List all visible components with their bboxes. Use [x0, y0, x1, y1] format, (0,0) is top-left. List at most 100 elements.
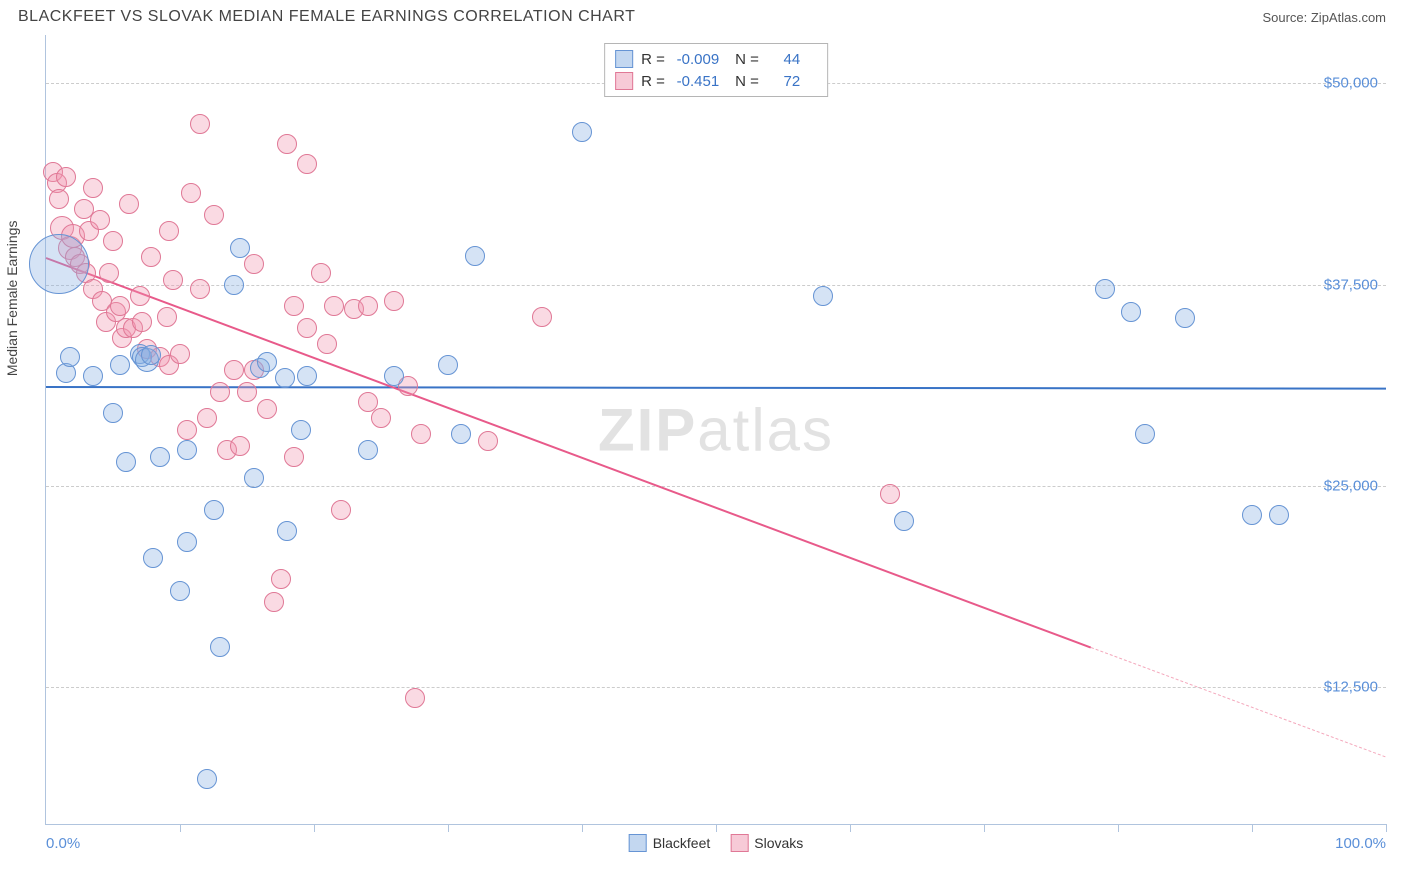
scatter-chart: ZIPatlas R = -0.009 N = 44 R = -0.451 N … — [45, 35, 1386, 825]
swatch-blue-icon — [629, 834, 647, 852]
data-point — [1269, 505, 1289, 525]
data-point — [190, 114, 210, 134]
data-point — [204, 205, 224, 225]
legend-item-slovaks: Slovaks — [730, 834, 803, 852]
data-point — [465, 246, 485, 266]
data-point — [275, 368, 295, 388]
data-point — [210, 637, 230, 657]
data-point — [83, 178, 103, 198]
data-point — [1135, 424, 1155, 444]
y-tick-label: $37,500 — [1324, 276, 1378, 293]
data-point — [83, 366, 103, 386]
x-tick — [716, 824, 717, 832]
data-point — [224, 275, 244, 295]
data-point — [103, 403, 123, 423]
data-point — [157, 307, 177, 327]
data-point — [1242, 505, 1262, 525]
data-point — [257, 352, 277, 372]
data-point — [143, 548, 163, 568]
data-point — [384, 366, 404, 386]
data-point — [405, 688, 425, 708]
data-point — [170, 581, 190, 601]
data-point — [1175, 308, 1195, 328]
x-tick — [582, 824, 583, 832]
data-point — [291, 420, 311, 440]
data-point — [317, 334, 337, 354]
data-point — [141, 345, 161, 365]
data-point — [297, 318, 317, 338]
data-point — [1095, 279, 1115, 299]
data-point — [132, 312, 152, 332]
data-point — [210, 382, 230, 402]
data-point — [190, 279, 210, 299]
data-point — [880, 484, 900, 504]
data-point — [197, 408, 217, 428]
data-point — [197, 769, 217, 789]
data-point — [311, 263, 331, 283]
data-point — [894, 511, 914, 531]
data-point — [572, 122, 592, 142]
data-point — [244, 468, 264, 488]
swatch-pink-icon — [730, 834, 748, 852]
data-point — [119, 194, 139, 214]
data-point — [438, 355, 458, 375]
y-axis-label: Median Female Earnings — [4, 221, 20, 377]
data-point — [150, 447, 170, 467]
data-point — [297, 366, 317, 386]
legend-item-blackfeet: Blackfeet — [629, 834, 711, 852]
stats-row-slovaks: R = -0.451 N = 72 — [615, 70, 817, 92]
data-point — [224, 360, 244, 380]
data-point — [1121, 302, 1141, 322]
x-tick — [1252, 824, 1253, 832]
data-point — [110, 355, 130, 375]
data-point — [384, 291, 404, 311]
data-point — [411, 424, 431, 444]
series-legend: Blackfeet Slovaks — [629, 834, 804, 852]
stats-row-blackfeet: R = -0.009 N = 44 — [615, 48, 817, 70]
data-point — [141, 247, 161, 267]
y-tick-label: $25,000 — [1324, 477, 1378, 494]
swatch-pink-icon — [615, 72, 633, 90]
regression-line — [46, 257, 1092, 649]
data-point — [90, 210, 110, 230]
stats-legend-box: R = -0.009 N = 44 R = -0.451 N = 72 — [604, 43, 828, 97]
x-tick — [180, 824, 181, 832]
swatch-blue-icon — [615, 50, 633, 68]
data-point — [116, 452, 136, 472]
data-point — [60, 347, 80, 367]
data-point — [371, 408, 391, 428]
x-axis-max-label: 100.0% — [1335, 835, 1386, 852]
data-point — [99, 263, 119, 283]
data-point — [49, 189, 69, 209]
data-point — [331, 500, 351, 520]
x-tick — [984, 824, 985, 832]
data-point — [451, 424, 471, 444]
data-point — [257, 399, 277, 419]
x-tick — [448, 824, 449, 832]
data-point — [237, 382, 257, 402]
data-point — [204, 500, 224, 520]
x-axis-min-label: 0.0% — [46, 835, 80, 852]
data-point — [230, 238, 250, 258]
watermark: ZIPatlas — [598, 395, 834, 464]
data-point — [159, 221, 179, 241]
data-point — [358, 440, 378, 460]
data-point — [271, 569, 291, 589]
x-tick — [314, 824, 315, 832]
data-point — [103, 231, 123, 251]
data-point — [177, 440, 197, 460]
data-point — [56, 167, 76, 187]
data-point — [277, 521, 297, 541]
y-tick-label: $12,500 — [1324, 679, 1378, 696]
data-point — [324, 296, 344, 316]
chart-source: Source: ZipAtlas.com — [1262, 10, 1386, 25]
x-tick — [850, 824, 851, 832]
data-point — [163, 270, 183, 290]
data-point — [284, 296, 304, 316]
y-tick-label: $50,000 — [1324, 75, 1378, 92]
data-point — [29, 234, 89, 294]
data-point — [297, 154, 317, 174]
x-tick — [1386, 824, 1387, 832]
data-point — [813, 286, 833, 306]
data-point — [277, 134, 297, 154]
